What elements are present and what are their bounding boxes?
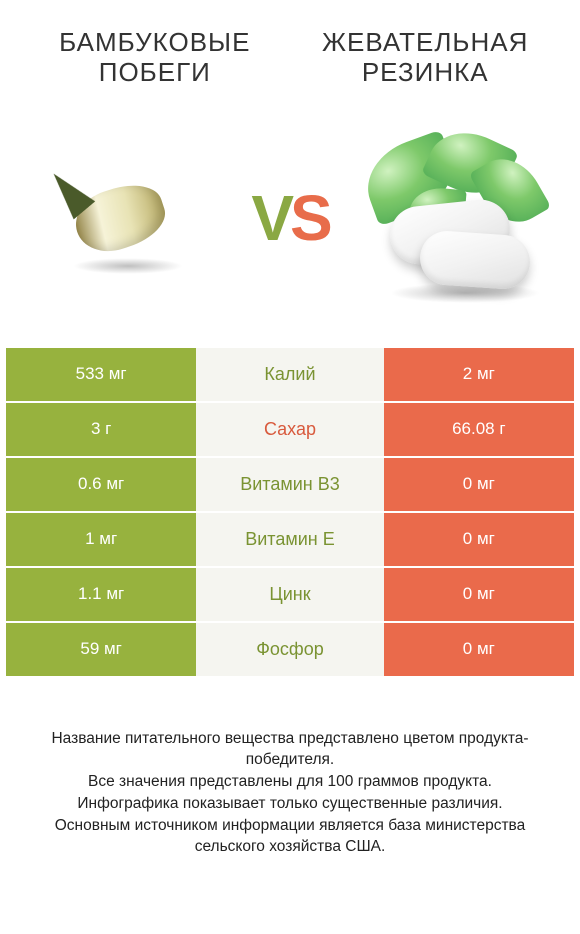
table-row: 0.6 мгВитамин B30 мг bbox=[6, 458, 574, 513]
footer-line: Название питательного вещества представл… bbox=[24, 728, 556, 771]
nutrient-label: Фосфор bbox=[196, 623, 383, 676]
table-row: 59 мгФосфор0 мг bbox=[6, 623, 574, 678]
nutrient-label: Витамин B3 bbox=[196, 458, 383, 511]
nutrient-table: 533 мгКалий2 мг3 гСахар66.08 г0.6 мгВита… bbox=[0, 328, 580, 678]
title-left: БАМБУКОВЫЕ ПОБЕГИ bbox=[30, 28, 280, 88]
footer-notes: Название питательного вещества представл… bbox=[0, 678, 580, 858]
footer-line: Основным источником информации является … bbox=[24, 815, 556, 858]
nutrient-label: Калий bbox=[196, 348, 383, 401]
value-left: 3 г bbox=[6, 403, 196, 456]
title-row: БАМБУКОВЫЕ ПОБЕГИ ЖЕВАТЕЛЬНАЯ РЕЗИНКА bbox=[0, 0, 580, 98]
table-row: 3 гСахар66.08 г bbox=[6, 403, 574, 458]
value-right: 0 мг bbox=[384, 513, 574, 566]
vs-v: V bbox=[251, 182, 290, 254]
footer-line: Все значения представлены для 100 граммо… bbox=[24, 771, 556, 793]
hero-row: VS bbox=[0, 98, 580, 328]
value-right: 0 мг bbox=[384, 458, 574, 511]
value-left: 59 мг bbox=[6, 623, 196, 676]
value-right: 66.08 г bbox=[384, 403, 574, 456]
value-left: 0.6 мг bbox=[6, 458, 196, 511]
value-right: 2 мг bbox=[384, 348, 574, 401]
gum-image bbox=[360, 133, 550, 303]
value-right: 0 мг bbox=[384, 568, 574, 621]
value-left: 533 мг bbox=[6, 348, 196, 401]
nutrient-label: Витамин E bbox=[196, 513, 383, 566]
table-row: 1.1 мгЦинк0 мг bbox=[6, 568, 574, 623]
table-row: 1 мгВитамин E0 мг bbox=[6, 513, 574, 568]
vs-label: VS bbox=[251, 181, 328, 255]
value-left: 1 мг bbox=[6, 513, 196, 566]
value-left: 1.1 мг bbox=[6, 568, 196, 621]
title-right: ЖЕВАТЕЛЬНАЯ РЕЗИНКА bbox=[300, 28, 550, 88]
nutrient-label: Цинк bbox=[196, 568, 383, 621]
table-row: 533 мгКалий2 мг bbox=[6, 348, 574, 403]
value-right: 0 мг bbox=[384, 623, 574, 676]
vs-s: S bbox=[290, 182, 329, 254]
nutrient-label: Сахар bbox=[196, 403, 383, 456]
footer-line: Инфографика показывает только существенн… bbox=[24, 793, 556, 815]
bamboo-image bbox=[30, 133, 220, 303]
